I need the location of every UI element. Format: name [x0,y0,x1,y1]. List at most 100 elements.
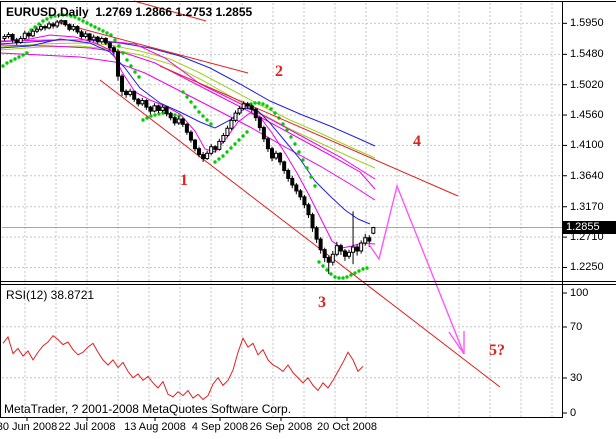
parabolic-sar-dot [61,13,65,17]
candle-body [2,36,7,40]
candle-body [269,148,274,159]
parabolic-sar-dot [153,113,157,117]
candle-body [371,227,376,234]
parabolic-sar-dot [45,17,49,21]
candle-body [237,107,242,114]
rsi-line [2,334,364,401]
candle-body [201,154,206,160]
parabolic-sar-dot [217,157,221,161]
parabolic-sar-dot [353,271,357,275]
candle-body [91,36,96,41]
candle-body [257,117,262,129]
chart-title: EURUSD,Daily 1.2769 1.2866 1.2753 1.2855 [6,5,252,19]
parabolic-sar-dot [201,114,205,118]
rsi-indicator-label: RSI(12) 38.8721 [6,288,95,302]
parabolic-sar-dot [297,150,301,154]
candle-body [160,106,165,111]
parabolic-sar-dot [305,166,309,170]
parabolic-sar-dot [293,142,297,146]
candle-body [63,20,68,26]
wave-annotation: 3 [318,294,326,311]
candle-body [47,23,52,29]
parabolic-sar-dot [113,38,117,42]
candle-body [67,24,72,30]
candle-body [363,237,368,244]
parabolic-sar-dot [129,64,133,68]
parabolic-sar-dot [225,150,229,154]
candle-body [310,214,315,229]
candle-body [355,246,360,252]
parabolic-sar-dot [101,29,105,33]
parabolic-sar-dot [93,25,97,29]
candle-body [144,100,149,108]
copyright-text: MetaTrader, ? 2001-2008 MetaQuotes Softw… [4,402,292,416]
rsi-axis-label: 70 [570,321,583,333]
parabolic-sar-dot [121,51,125,55]
candle-body [205,152,210,160]
price-axis-label: 1.3170 [570,200,604,213]
candle-body [26,32,31,37]
candle-body [120,75,125,92]
candle-body [22,32,27,40]
candle-body [136,98,141,105]
candle-body [326,257,331,263]
candle-body [180,118,185,125]
projection-zigzag-arrow [367,183,465,355]
parabolic-sar-dot [365,266,369,270]
parabolic-sar-dot [109,33,113,37]
parabolic-sar-dot [269,107,273,111]
candle-body [233,112,238,121]
price-axis-label: 1.3640 [570,169,604,182]
candle-body [14,39,19,43]
parabolic-sar-dot [41,19,45,23]
candle-body [221,135,226,142]
parabolic-sar-dot [13,57,17,61]
parabolic-sar-dot [181,90,185,94]
candle-body [95,36,100,43]
parabolic-sar-dot [117,44,121,48]
candle-body [148,106,153,112]
candle-body [253,108,258,119]
parabolic-sar-dot [185,95,189,99]
parabolic-sar-dot [229,146,233,150]
rsi-axis-label: 30 [570,372,583,384]
candle-body [274,152,279,159]
candle-body [79,31,84,38]
candle-body [124,90,129,96]
candle-body [192,139,197,150]
price-axis-label: 1.5020 [570,78,604,91]
candle-body [184,123,189,133]
candle-body [286,169,291,179]
candle-body [75,26,80,33]
parabolic-sar-dot [73,15,77,19]
candle-body [115,51,120,77]
rsi-axis-label: 100 [570,287,589,299]
candle-body [30,30,35,37]
parabolic-sar-dot [17,55,21,59]
date-axis-label: 13 Aug 2008 [124,421,186,433]
ma-blue-fast [0,38,371,225]
parabolic-sar-dot [345,275,349,279]
parabolic-sar-dot [337,276,341,280]
parabolic-sar-dot [149,114,153,118]
candle-body [132,90,137,100]
parabolic-sar-dot [85,21,89,25]
parabolic-sar-dot [209,122,213,126]
parabolic-sar-dot [133,70,137,74]
ma-chartreuse-2 [0,45,376,169]
wave-annotation: 5? [489,342,505,359]
price-axis-label: 1.4100 [570,139,604,152]
parabolic-sar-dot [65,13,69,17]
parabolic-sar-dot [57,13,61,17]
candle-body [34,28,39,32]
parabolic-sar-dot [197,110,201,114]
parabolic-sar-dot [213,160,217,164]
candle-body [261,127,266,140]
ma-magenta-2 [0,44,376,190]
candle-body [241,103,246,109]
ma-magenta-3 [0,52,376,201]
candle-body [318,238,323,251]
parabolic-sar-dot [285,128,289,132]
